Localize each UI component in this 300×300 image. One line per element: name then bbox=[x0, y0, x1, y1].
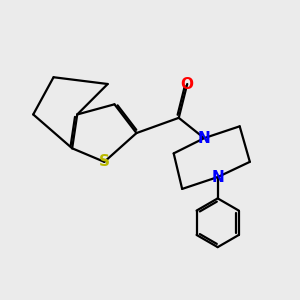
Text: S: S bbox=[99, 154, 110, 169]
Text: N: N bbox=[198, 131, 211, 146]
Text: O: O bbox=[181, 76, 194, 92]
Text: N: N bbox=[211, 169, 224, 184]
